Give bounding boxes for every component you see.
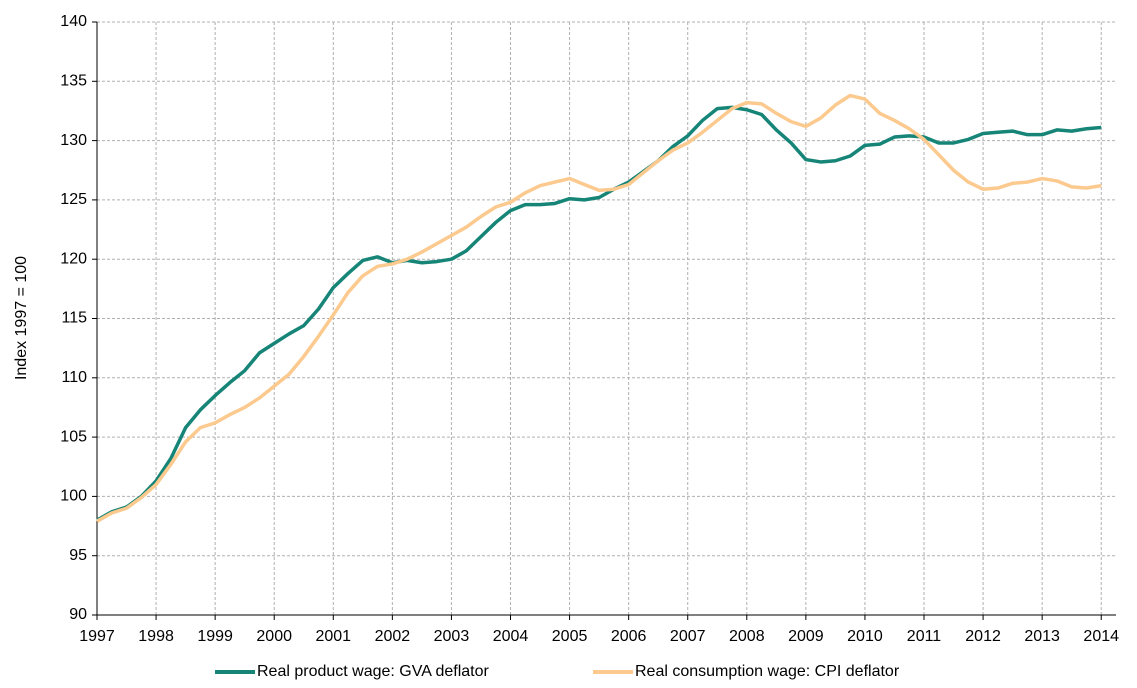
x-tick-label: 2009 xyxy=(788,628,824,645)
y-axis-label: Index 1997 = 100 xyxy=(13,256,30,380)
x-tick-label: 1998 xyxy=(138,628,174,645)
x-tick-label: 2007 xyxy=(670,628,706,645)
y-tick-label: 95 xyxy=(69,547,87,564)
x-tick-label: 2011 xyxy=(907,628,942,645)
series-line xyxy=(96,93,1102,523)
y-tick-label: 115 xyxy=(61,310,87,327)
y-tick-label: 130 xyxy=(60,132,87,149)
x-tick-label: 2006 xyxy=(611,628,647,645)
y-tick-label: 100 xyxy=(60,488,87,505)
y-tick-label: 125 xyxy=(60,191,87,208)
x-tick-label: 1997 xyxy=(79,628,115,645)
x-tick-label: 2001 xyxy=(315,628,351,645)
legend-label: Real consumption wage: CPI deflator xyxy=(635,663,900,680)
x-tick-label: 2000 xyxy=(256,628,292,645)
x-tick-label: 2002 xyxy=(375,628,411,645)
x-tick-label: 2004 xyxy=(493,628,529,645)
x-tick-label: 2005 xyxy=(552,628,588,645)
y-tick-label: 120 xyxy=(60,250,87,267)
y-tick-label: 140 xyxy=(60,13,87,30)
y-tick-label: 90 xyxy=(69,606,87,623)
series-line xyxy=(96,105,1102,522)
x-tick-label: 2003 xyxy=(434,628,470,645)
y-tick-label: 135 xyxy=(60,73,87,90)
x-tick-label: 2014 xyxy=(1083,628,1119,645)
x-tick-label: 2013 xyxy=(1024,628,1060,645)
y-tick-label: 110 xyxy=(61,369,87,386)
x-tick-label: 2012 xyxy=(965,628,1001,645)
legend-label: Real product wage: GVA deflator xyxy=(257,663,490,680)
x-tick-label: 2008 xyxy=(729,628,765,645)
y-tick-label: 105 xyxy=(60,428,87,445)
x-tick-label: 1999 xyxy=(197,628,233,645)
x-tick-label: 2010 xyxy=(847,628,883,645)
